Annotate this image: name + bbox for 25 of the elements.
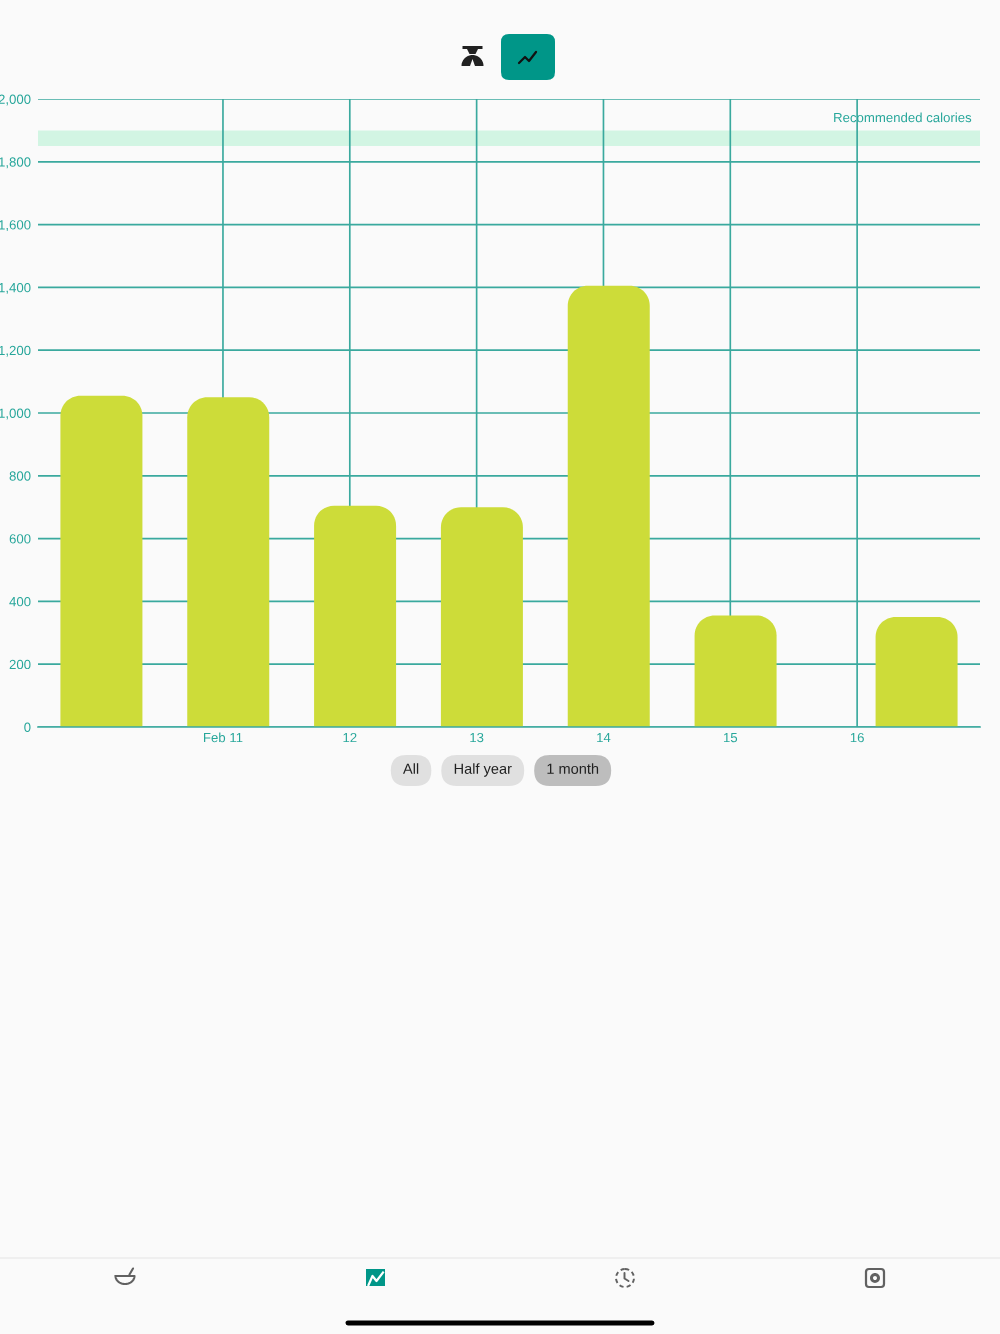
y-tick-label: 1,600 [0,220,31,232]
y-tick-label: 1,000 [0,408,31,420]
x-tick-label: 14 [597,733,611,743]
y-tick-label: 1,200 [0,345,31,357]
bar [440,507,523,727]
bar [567,285,650,727]
text: 1 month [547,763,599,774]
y-tick-label: 0 [24,722,31,732]
x-tick-label: 12 [343,732,357,743]
bar [187,397,270,727]
bar [60,395,143,727]
bar [694,615,777,727]
x-tick-label: 16 [850,732,864,743]
text: Half year [454,763,512,777]
x-tick-label: Feb 11 [204,732,243,743]
y-tick-label: 200 [9,659,31,670]
y-tick-label: 1,800 [0,157,31,169]
bar [314,505,397,727]
x-tick-label: 13 [470,732,484,743]
y-tick-label: 1,400 [0,282,31,294]
y-tick-label: 800 [9,471,31,481]
y-tick-label: 600 [9,534,31,544]
text: All [402,763,419,774]
x-tick-label: 15 [723,733,738,743]
y-tick-label: 400 [9,596,31,607]
